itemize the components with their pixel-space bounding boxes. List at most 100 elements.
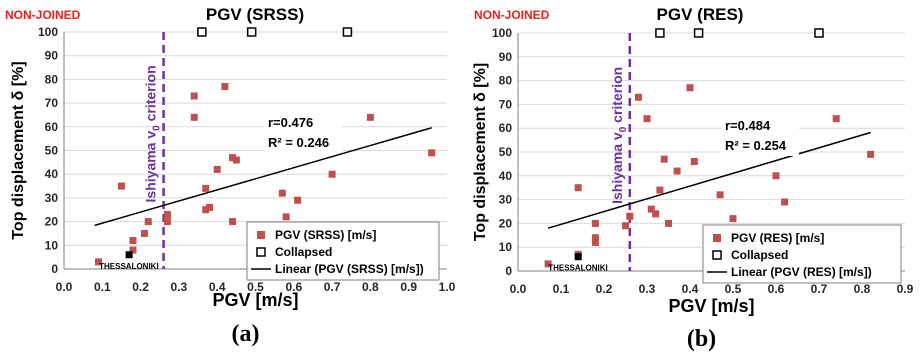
x-tick-label: 0.7 xyxy=(811,282,828,296)
x-tick-label: 0.9 xyxy=(400,280,417,294)
y-axis-label: Top displacement δ [%] xyxy=(472,63,489,241)
data-point xyxy=(229,218,237,226)
data-point xyxy=(129,237,137,245)
panel-label: (b) xyxy=(687,326,716,352)
collapsed-point xyxy=(655,28,665,38)
legend-label-series: PGV (SRSS) [m/s] xyxy=(275,228,376,242)
panel-label: (a) xyxy=(232,321,260,347)
x-tick-label: 0.1 xyxy=(553,282,570,296)
data-point xyxy=(202,184,210,192)
data-point xyxy=(328,170,336,178)
legend-box xyxy=(246,221,440,281)
panel-tag: NON-JOINED xyxy=(5,8,81,22)
chart-panel-a: 0 10 20 30 40 50 60 70 80 90 100 0.0 0.1 0.2 0.3 0.4 0.5… xyxy=(5,5,456,347)
y-tick-label: 100 xyxy=(492,26,512,40)
x-tick-label: 0.6 xyxy=(768,282,785,296)
legend-label-collapsed: Collapsed xyxy=(731,248,788,262)
legend-marker-collapsed xyxy=(712,250,722,260)
data-point xyxy=(686,84,694,92)
data-point xyxy=(622,222,629,230)
city-point xyxy=(125,251,133,259)
data-point xyxy=(221,83,229,91)
x-tick-label: 1.0 xyxy=(439,280,456,294)
r-value: r=0.476 xyxy=(268,115,313,130)
data-point xyxy=(867,150,875,158)
y-tick-label: 80 xyxy=(45,72,59,86)
legend-marker-series xyxy=(713,234,721,242)
y-tick-label: 60 xyxy=(45,120,59,134)
data-point xyxy=(591,234,599,242)
data-point xyxy=(366,113,374,121)
data-point xyxy=(591,219,599,227)
stats-box xyxy=(721,116,799,156)
data-point xyxy=(781,198,789,206)
data-point xyxy=(163,210,171,218)
data-point xyxy=(772,172,780,180)
criterion-label: Ishiyama v0 criterion xyxy=(609,67,629,204)
x-tick-label: 0.6 xyxy=(285,280,302,294)
data-point xyxy=(652,210,660,218)
y-tick-label: 30 xyxy=(499,193,513,207)
collapsed-point xyxy=(693,28,704,38)
criterion-label: Ishiyama v0 criterion xyxy=(143,65,163,202)
legend-label-collapsed: Collapsed xyxy=(275,245,332,259)
data-point xyxy=(140,229,148,237)
data-point xyxy=(232,156,240,164)
data-point xyxy=(190,113,198,121)
chart-title: PGV (SRSS) xyxy=(206,5,304,24)
y-tick-label: 40 xyxy=(45,167,59,181)
data-point xyxy=(665,219,672,227)
r2-value: R² = 0.246 xyxy=(268,135,329,150)
data-point xyxy=(716,191,724,199)
data-point xyxy=(574,184,582,192)
x-axis-label: PGV [m/s] xyxy=(668,296,754,316)
data-point xyxy=(656,186,664,194)
x-tick-label: 0.4 xyxy=(209,280,226,294)
data-point xyxy=(690,158,698,166)
legend-label-linear: Linear (PGV (RES) [m/s]) xyxy=(731,265,872,279)
stats-box xyxy=(264,113,342,153)
city-label: THESSALONIKI xyxy=(99,262,159,271)
x-axis-label: PGV [m/s] xyxy=(212,290,298,310)
y-tick-label: 10 xyxy=(499,240,513,254)
y-tick-label: 90 xyxy=(45,49,59,63)
data-point xyxy=(129,246,137,254)
data-point xyxy=(428,149,436,157)
y-tick-label: 0 xyxy=(505,264,512,278)
y-tick-label: 0 xyxy=(51,262,58,276)
x-tick-label: 0.3 xyxy=(171,280,188,294)
data-point xyxy=(163,218,171,226)
data-point xyxy=(117,182,125,190)
legend-box xyxy=(702,224,902,284)
city-label: THESSALONIKI xyxy=(548,264,608,273)
y-tick-label: 20 xyxy=(45,215,59,229)
data-point xyxy=(634,93,642,101)
x-tick-label: 0.4 xyxy=(682,282,699,296)
data-point xyxy=(282,213,290,221)
legend-marker-series xyxy=(257,231,265,239)
data-point xyxy=(643,115,651,123)
x-tick-label: 0.8 xyxy=(854,282,871,296)
data-point xyxy=(278,189,286,197)
y-tick-label: 70 xyxy=(45,96,59,110)
x-tick-label: 0.3 xyxy=(639,282,656,296)
data-point xyxy=(673,167,681,175)
x-tick-label: 0.5 xyxy=(247,280,264,294)
y-tick-label: 10 xyxy=(45,238,59,252)
data-point xyxy=(832,115,840,123)
y-tick-label: 20 xyxy=(499,216,513,230)
data-point xyxy=(294,196,302,204)
x-tick-label: 0.2 xyxy=(596,282,613,296)
legend-label-linear: Linear (PGV (SRSS) [m/s]) xyxy=(275,262,424,276)
collapsed-point xyxy=(246,27,257,37)
x-tick-label: 0.5 xyxy=(725,282,742,296)
data-point xyxy=(729,215,737,223)
y-tick-label: 50 xyxy=(45,144,59,158)
data-point xyxy=(190,92,198,100)
data-point xyxy=(206,203,214,211)
collapsed-point xyxy=(197,27,207,37)
chart-panel-b: 0 10 20 30 40 50 60 70 80 90 100 0.0 0.1 0.2 0.3 0.4 0.5… xyxy=(472,5,914,352)
x-tick-label: 0.2 xyxy=(132,280,149,294)
y-tick-label: 70 xyxy=(499,97,513,111)
